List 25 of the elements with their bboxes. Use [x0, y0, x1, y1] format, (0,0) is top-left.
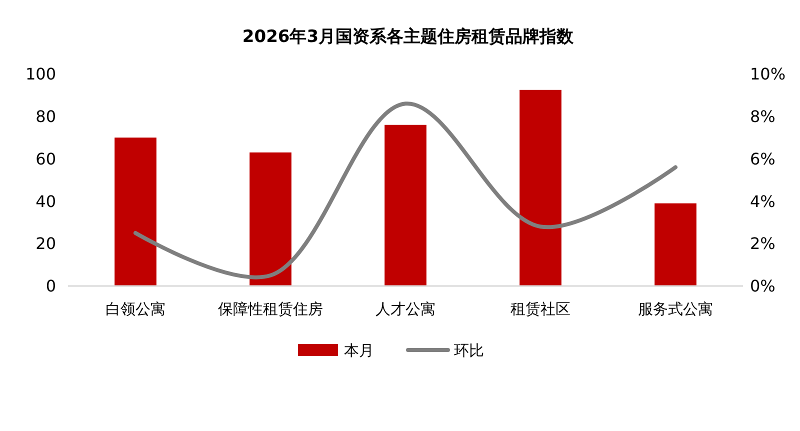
y-tick-label: 40: [36, 192, 56, 211]
legend-label: 本月: [344, 341, 374, 360]
y-tick-label: 100: [25, 64, 56, 84]
legend-label: 环比: [454, 341, 484, 360]
bar: [384, 124, 426, 286]
y-tick-label: 0: [46, 276, 56, 296]
x-tick-label: 租赁社区: [510, 300, 570, 318]
bar: [250, 152, 292, 286]
y2-tick-label: 8%: [750, 107, 776, 126]
bar: [114, 138, 156, 286]
y2-tick-label: 10%: [750, 64, 786, 84]
x-tick-label: 人才公寓: [376, 300, 436, 318]
y2-tick-label: 6%: [750, 149, 776, 168]
y2-tick-label: 4%: [750, 192, 776, 211]
x-tick-label: 保障性租赁住房: [218, 300, 323, 318]
bar: [520, 90, 562, 286]
x-tick-label: 白领公寓: [106, 300, 166, 318]
y-tick-label: 60: [36, 149, 56, 168]
bar: [654, 203, 696, 286]
chart-title: 2026年3月国资系各主题住房租赁品牌指数: [242, 27, 575, 47]
y-tick-label: 80: [36, 107, 56, 126]
y-tick-label: 20: [36, 234, 56, 254]
y2-tick-label: 2%: [750, 234, 776, 254]
x-tick-label: 服务式公寓: [638, 300, 713, 318]
y2-tick-label: 0%: [750, 276, 776, 296]
